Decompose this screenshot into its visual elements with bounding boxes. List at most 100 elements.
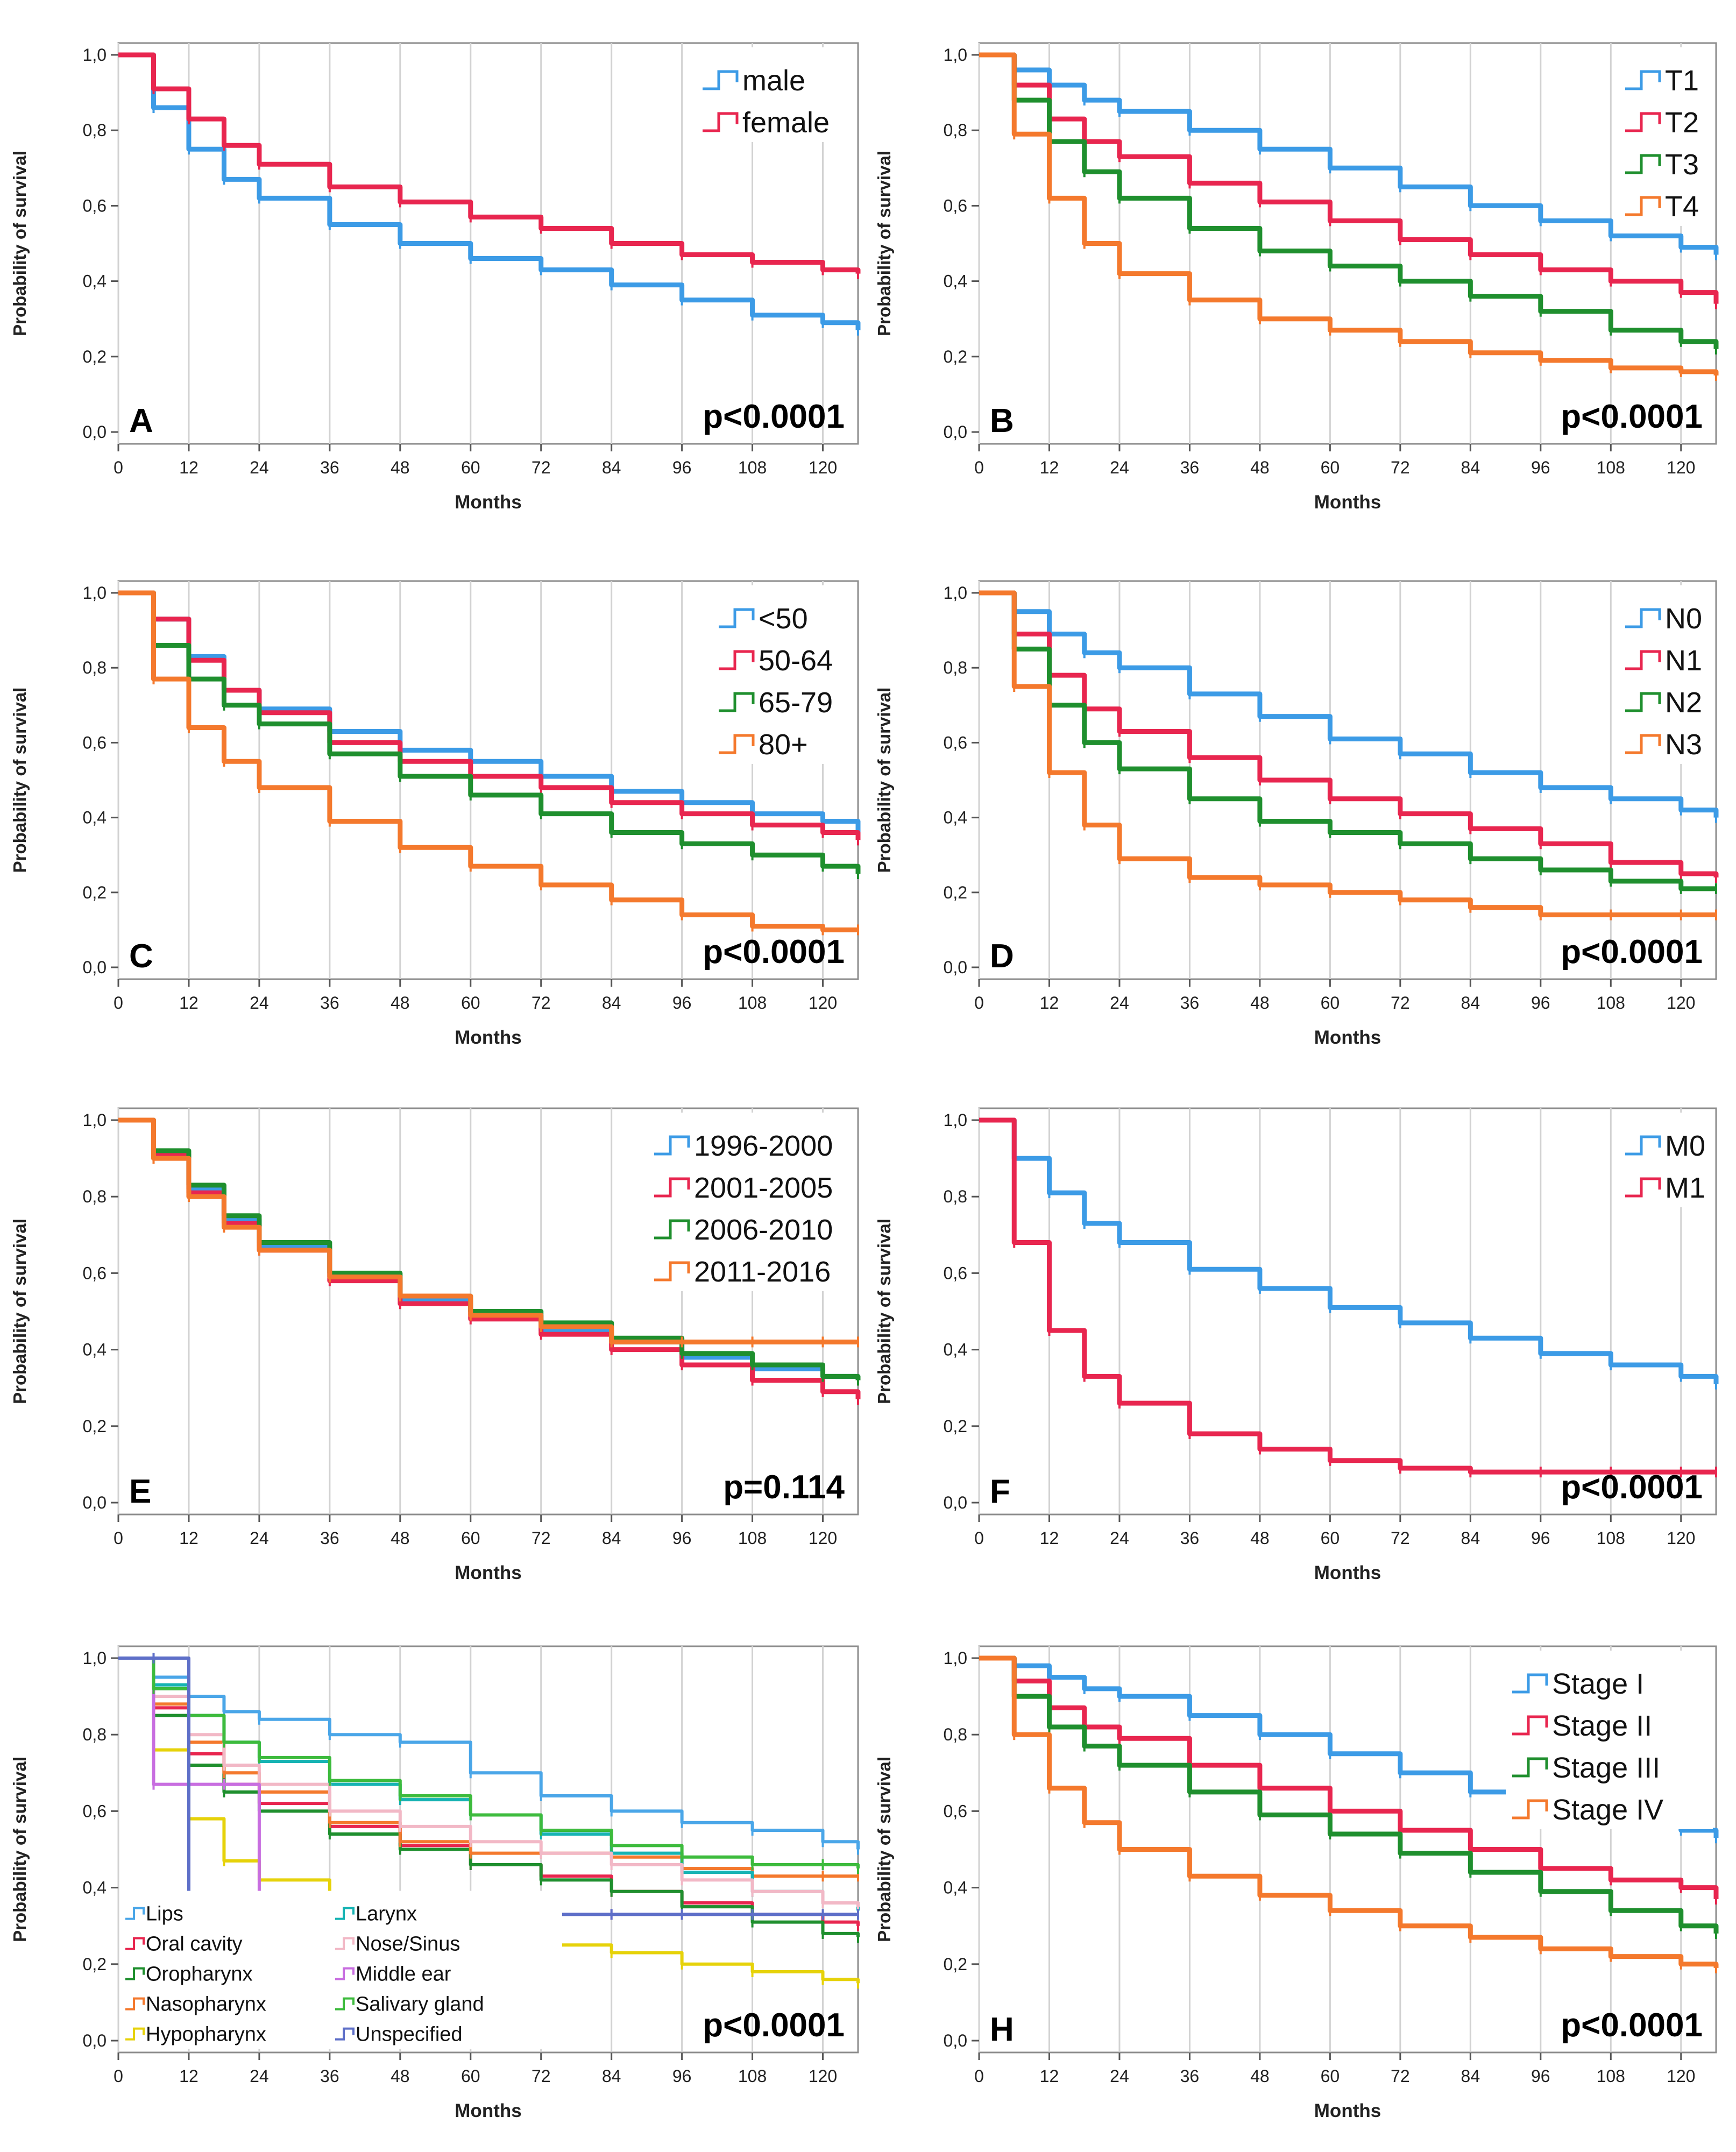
- x-tick-label: 60: [1321, 458, 1340, 477]
- x-tick-label: 60: [1321, 993, 1340, 1013]
- legend-label: female: [742, 107, 830, 139]
- x-tick-label: 24: [1110, 458, 1129, 477]
- y-tick-label: 0,8: [944, 1187, 967, 1206]
- survival-curve-2011-2016: [118, 1117, 858, 1344]
- x-tick-label: 72: [532, 1528, 551, 1548]
- legend-label: Hypopharynx: [146, 2023, 266, 2046]
- x-tick-label: 84: [602, 458, 621, 477]
- p-value: p<0.0001: [703, 933, 845, 971]
- legend-label: male: [742, 65, 805, 97]
- x-tick-label: 96: [672, 458, 692, 477]
- x-tick-label: 120: [809, 1528, 837, 1548]
- plot-frame: [978, 580, 1717, 980]
- x-tick-label: 72: [532, 993, 551, 1013]
- x-axis-title: Months: [455, 2100, 521, 2121]
- y-tick-label: 0,6: [83, 733, 107, 752]
- x-tick-label: 72: [1391, 458, 1410, 477]
- y-tick-label: 1,0: [83, 583, 107, 603]
- legend-swatch: [335, 1967, 355, 1980]
- x-tick-label: 0: [114, 993, 123, 1013]
- y-tick-label: 0,4: [83, 1340, 107, 1360]
- panel-a: 0 12 24 36 48 60 72 84 96 108 120 0,0 0,2 0,4 0,6 0,8 1,…: [10, 42, 861, 513]
- y-tick-label: 0,2: [944, 883, 967, 902]
- p-value: p<0.0001: [1561, 398, 1703, 435]
- legend-swatch: [1625, 1177, 1661, 1198]
- x-tick-label: 12: [1040, 993, 1059, 1013]
- legend-label: Oral cavity: [146, 1933, 242, 1956]
- x-tick-label: 48: [391, 1528, 410, 1548]
- p-value: p<0.0001: [703, 2007, 845, 2044]
- x-tick-label: 0: [974, 993, 984, 1013]
- y-tick-label: 1,0: [83, 1648, 107, 1668]
- y-tick-label: 0,6: [83, 1263, 107, 1283]
- y-tick-label: 0,6: [83, 1801, 107, 1821]
- x-tick-label: 0: [974, 458, 984, 477]
- y-tick-label: 0,6: [944, 733, 967, 752]
- y-tick-label: 0,4: [83, 808, 107, 827]
- x-tick-label: 60: [461, 458, 480, 477]
- x-tick-label: 84: [602, 1528, 621, 1548]
- legend-label: M1: [1665, 1172, 1705, 1204]
- x-tick-label: 84: [602, 2066, 621, 2086]
- y-axis-title: Probability of survival: [10, 1757, 30, 1942]
- x-tick-label: 84: [1461, 993, 1480, 1013]
- x-tick-label: 60: [461, 1528, 480, 1548]
- legend-label: T2: [1665, 107, 1699, 139]
- x-tick-label: 120: [809, 993, 837, 1013]
- legend-label: Salivary gland: [356, 1993, 484, 2016]
- panel-d: 0 12 24 36 48 60 72 84 96 108 120 0,0 0,2 0,4 0,6 0,8 1,…: [874, 580, 1719, 1048]
- x-tick-label: 24: [250, 458, 269, 477]
- y-tick-label: 0,0: [944, 958, 967, 977]
- legend-label: N0: [1665, 603, 1702, 635]
- legend-swatch: [719, 608, 755, 628]
- x-tick-label: 108: [1597, 1528, 1625, 1548]
- x-axis-title: Months: [1314, 492, 1381, 513]
- y-tick-label: 0,8: [83, 1187, 107, 1206]
- x-tick-label: 24: [250, 1528, 269, 1548]
- x-tick-label: 72: [1391, 2066, 1410, 2086]
- x-tick-label: 72: [532, 2066, 551, 2086]
- x-axis-title: Months: [1314, 2100, 1381, 2121]
- x-tick-label: 24: [1110, 1528, 1129, 1548]
- y-tick-label: 0,4: [944, 1340, 967, 1360]
- legend-swatch: [1512, 1673, 1548, 1694]
- y-tick-label: 0,8: [83, 658, 107, 677]
- legend-swatch: [654, 1177, 690, 1198]
- x-tick-label: 108: [1597, 458, 1625, 477]
- x-tick-label: 108: [738, 993, 767, 1013]
- x-tick-label: 120: [1667, 2066, 1695, 2086]
- x-tick-label: 96: [672, 993, 692, 1013]
- legend-swatch: [125, 1997, 145, 2011]
- y-tick-label: 0,2: [83, 883, 107, 902]
- x-tick-label: 12: [179, 993, 199, 1013]
- survival-curve-80-: [118, 590, 858, 932]
- legend-label: Middle ear: [356, 1963, 451, 1986]
- x-tick-label: 96: [1531, 458, 1550, 477]
- y-tick-label: 0,6: [944, 196, 967, 215]
- x-tick-label: 96: [1531, 993, 1550, 1013]
- y-tick-label: 0,0: [83, 422, 107, 442]
- legend-swatch: [335, 1937, 355, 1950]
- survival-curve-m1: [979, 1117, 1716, 1475]
- y-axis-title: Probability of survival: [10, 1219, 30, 1404]
- panel-e: 0 12 24 36 48 60 72 84 96 108 120 0,0 0,2 0,4 0,6 0,8 1,…: [10, 1107, 861, 1583]
- legend-background: [696, 47, 855, 142]
- legend-label: <50: [759, 603, 808, 635]
- legend-swatch: [719, 692, 755, 712]
- legend-swatch: [335, 1997, 355, 2011]
- panel-label: E: [129, 1473, 151, 1510]
- x-tick-label: 72: [1391, 993, 1410, 1013]
- x-tick-label: 36: [320, 993, 339, 1013]
- x-tick-label: 48: [1250, 2066, 1270, 2086]
- survival-curve-t3: [979, 52, 1719, 349]
- x-tick-label: 108: [1597, 993, 1625, 1013]
- x-tick-label: 84: [1461, 458, 1480, 477]
- legend-swatch: [654, 1261, 690, 1282]
- x-tick-label: 12: [179, 458, 199, 477]
- legend-label: 2011-2016: [694, 1256, 831, 1288]
- y-axis-title: Probability of survival: [874, 688, 894, 873]
- legend-label: Larynx: [356, 1903, 417, 1926]
- x-tick-label: 36: [320, 1528, 339, 1548]
- panel-h: 0 12 24 36 48 60 72 84 96 108 120 0,0 0,2 0,4 0,6 0,8 1,…: [874, 1645, 1719, 2121]
- x-tick-label: 96: [1531, 2066, 1550, 2086]
